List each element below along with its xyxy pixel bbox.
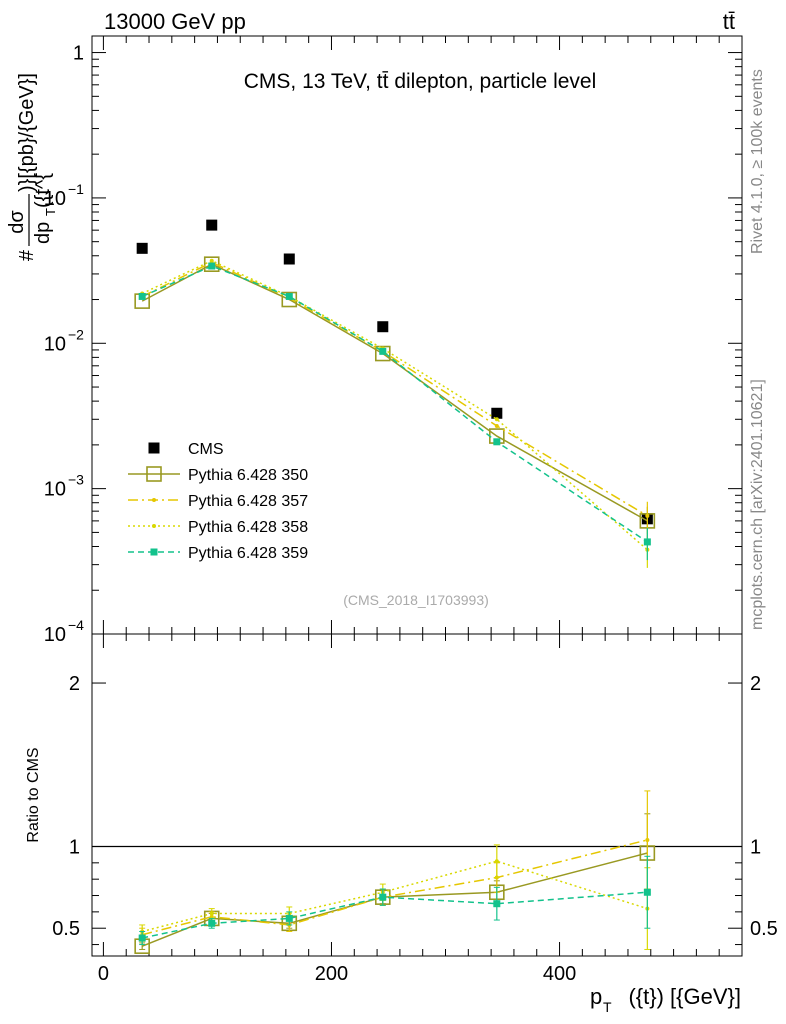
ylabel-num: dσ (6, 210, 28, 234)
main-ytick-label: 10 (44, 188, 66, 210)
main-point-2 (494, 423, 499, 428)
ratio-series-line-0 (141, 852, 648, 947)
watermark: (CMS_2018_I1703993) (343, 592, 489, 608)
ratio-xtick-label: 400 (543, 963, 576, 985)
main-point-0 (283, 253, 295, 265)
ratio-ytick-label-right: 1 (750, 836, 761, 858)
ratio-point-3 (208, 919, 216, 927)
ratio-point-3 (138, 934, 146, 942)
main-point-0 (206, 219, 218, 231)
main-ytick-label-exp: −2 (68, 326, 84, 342)
main-series-line-3 (141, 259, 648, 551)
ratio-ytick-label-right: 2 (750, 673, 761, 695)
ratio-point-3 (643, 888, 651, 896)
ratio-point-2 (209, 911, 214, 916)
legend-label-0: CMS (188, 441, 224, 458)
ylabel-den: dp (32, 222, 54, 244)
ratio-xtick-label: 0 (98, 963, 109, 985)
main-point-0 (377, 321, 389, 333)
ratio-ytick-label: 2 (69, 673, 80, 695)
legend-marker-1 (146, 466, 162, 482)
ratio-point-2 (494, 859, 499, 864)
ratio-point-3 (379, 893, 387, 901)
ratio-ytick-label: 1 (69, 836, 80, 858)
ratio-point-3 (285, 914, 293, 922)
series-layer (134, 219, 656, 954)
main-point-3 (209, 258, 214, 263)
ratio-ylabel: Ratio to CMS (25, 747, 42, 842)
main-point-4 (643, 538, 651, 546)
main-point-4 (285, 292, 293, 300)
ylabel-den-sub: T (43, 208, 58, 216)
main-point-1 (374, 345, 391, 362)
mcplots-label: mcplots.cern.ch [arXiv:2401.10621] (749, 379, 766, 630)
xlabel: p T ({t}) [{GeV}] (590, 984, 741, 1015)
legend-label-3: Pythia 6.428 358 (188, 519, 308, 536)
main-point-4 (379, 347, 387, 355)
header-right: tt̄ (723, 9, 735, 34)
legend-marker-2 (152, 498, 156, 502)
rivet-label: Rivet 4.1.0, ≥ 100k events (749, 69, 766, 254)
legend-marker-4 (150, 548, 158, 556)
main-series-line-4 (141, 265, 648, 543)
legend: CMS Pythia 6.428 350 Pythia 6.428 357 Pythi… (128, 441, 308, 562)
main-point-4 (138, 292, 146, 300)
legend-label-1: Pythia 6.428 350 (188, 467, 308, 484)
legend-label-2: Pythia 6.428 357 (188, 493, 308, 510)
main-point-0 (491, 407, 503, 419)
legend-label-4: Pythia 6.428 359 (188, 545, 308, 562)
ylabel-den-tail: ({t^{ (32, 173, 54, 208)
header-left: 13000 GeV pp (104, 9, 246, 34)
main-point-3 (494, 417, 499, 422)
ratio-ytick-label-right: 0.5 (750, 918, 778, 940)
main-ytick-label: 10 (44, 479, 66, 501)
main-ytick-label: 10 (44, 333, 66, 355)
main-point-4 (493, 438, 501, 446)
ratio-ytick-label: 0.5 (52, 918, 80, 940)
main-ytick-label-exp: −4 (68, 617, 84, 633)
main-ytick-label-exp: −1 (68, 181, 84, 197)
main-point-1 (281, 291, 298, 308)
ratio-series-line-3 (142, 891, 648, 939)
xlabel-sub: T (603, 999, 612, 1015)
legend-marker-0 (148, 442, 160, 454)
main-point-0 (136, 242, 148, 254)
ratio-xtick-label: 200 (315, 963, 348, 985)
ylabel-suffix: )}[{pb}/{GeV}] (16, 73, 38, 192)
ratio-series-line-1 (141, 839, 648, 936)
main-ytick-label: 10 (44, 624, 66, 646)
ratio-point-3 (493, 900, 501, 908)
ratio-point-1 (645, 837, 650, 842)
main-ytick-label-exp: −3 (68, 472, 84, 488)
main-title: CMS, 13 TeV, tt̄ dilepton, particle leve… (244, 70, 597, 93)
ratio-frame (91, 633, 743, 957)
main-ytick-label: 1 (73, 43, 84, 65)
legend-marker-3 (152, 524, 156, 528)
main-point-4 (208, 262, 216, 270)
ylabel-prefix: # (16, 249, 38, 261)
xlabel-tail: ({t}) [{GeV}] (628, 984, 741, 1009)
main-ylabel: # dσ dp T ({t^{ )}[{pb}/{GeV}] (6, 73, 58, 261)
xlabel-main: p (590, 984, 602, 1009)
main-point-1 (203, 256, 220, 272)
main-point-2 (645, 513, 650, 518)
